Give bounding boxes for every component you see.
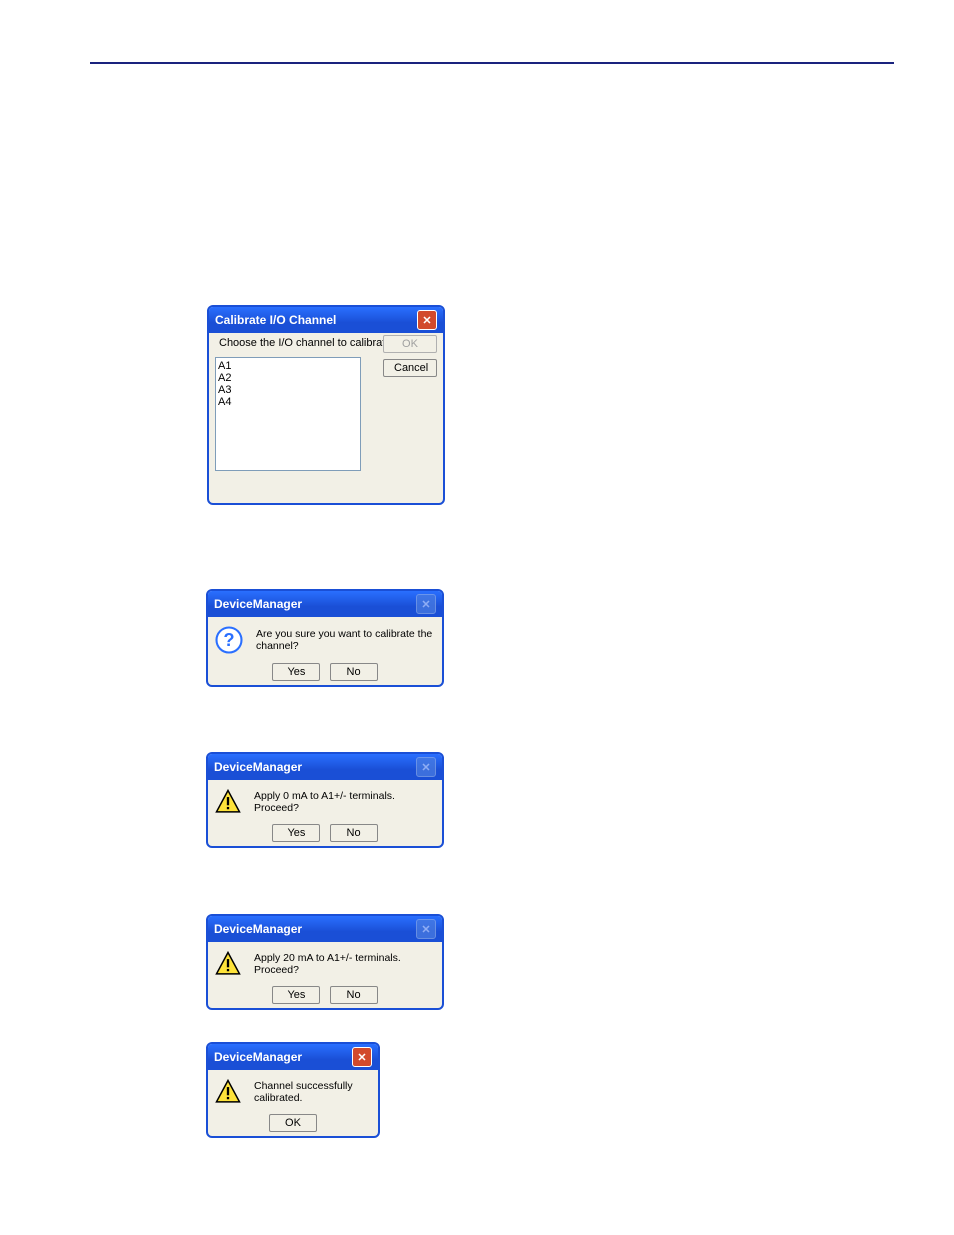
yes-button[interactable]: Yes bbox=[272, 824, 320, 842]
yes-button[interactable]: Yes bbox=[272, 986, 320, 1004]
warning-icon bbox=[214, 950, 242, 978]
apply20-dialog-title: DeviceManager bbox=[214, 922, 302, 936]
channel-listbox[interactable]: A1 A2 A3 A4 bbox=[215, 357, 361, 471]
apply0-dialog-titlebar[interactable]: DeviceManager ✕ bbox=[208, 754, 442, 780]
warning-icon bbox=[214, 788, 242, 816]
no-button[interactable]: No bbox=[330, 663, 378, 681]
close-icon: ✕ bbox=[416, 594, 436, 614]
confirm-message: Are you sure you want to calibrate the c… bbox=[256, 628, 436, 652]
apply20-message: Apply 20 mA to A1+/- terminals. Proceed? bbox=[254, 952, 436, 976]
close-icon: ✕ bbox=[416, 919, 436, 939]
list-item[interactable]: A4 bbox=[218, 396, 358, 408]
ok-button: OK bbox=[383, 335, 437, 353]
list-item[interactable]: A3 bbox=[218, 384, 358, 396]
success-dialog-title: DeviceManager bbox=[214, 1050, 302, 1064]
success-dialog-titlebar[interactable]: DeviceManager ✕ bbox=[208, 1044, 378, 1070]
calibrate-dialog-title: Calibrate I/O Channel bbox=[215, 313, 336, 327]
warning-icon bbox=[214, 1078, 242, 1106]
apply20-dialog-titlebar[interactable]: DeviceManager ✕ bbox=[208, 916, 442, 942]
apply0-message: Apply 0 mA to A1+/- terminals. Proceed? bbox=[254, 790, 436, 814]
apply0-dialog-title: DeviceManager bbox=[214, 760, 302, 774]
confirm-dialog-titlebar[interactable]: DeviceManager ✕ bbox=[208, 591, 442, 617]
no-button[interactable]: No bbox=[330, 986, 378, 1004]
calibrate-dialog-titlebar[interactable]: Calibrate I/O Channel ✕ bbox=[209, 307, 443, 333]
cancel-button[interactable]: Cancel bbox=[383, 359, 437, 377]
success-message: Channel successfully calibrated. bbox=[254, 1080, 372, 1104]
close-icon[interactable]: ✕ bbox=[417, 310, 437, 330]
close-icon[interactable]: ✕ bbox=[352, 1047, 372, 1067]
yes-button[interactable]: Yes bbox=[272, 663, 320, 681]
close-icon: ✕ bbox=[416, 757, 436, 777]
question-icon: ? bbox=[214, 625, 244, 655]
confirm-dialog-title: DeviceManager bbox=[214, 597, 302, 611]
list-item[interactable]: A2 bbox=[218, 372, 358, 384]
calibrate-instruction: Choose the I/O channel to calibrate: bbox=[219, 337, 395, 349]
no-button[interactable]: No bbox=[330, 824, 378, 842]
svg-text:?: ? bbox=[223, 629, 234, 650]
ok-button[interactable]: OK bbox=[269, 1114, 317, 1132]
list-item[interactable]: A1 bbox=[218, 360, 358, 372]
